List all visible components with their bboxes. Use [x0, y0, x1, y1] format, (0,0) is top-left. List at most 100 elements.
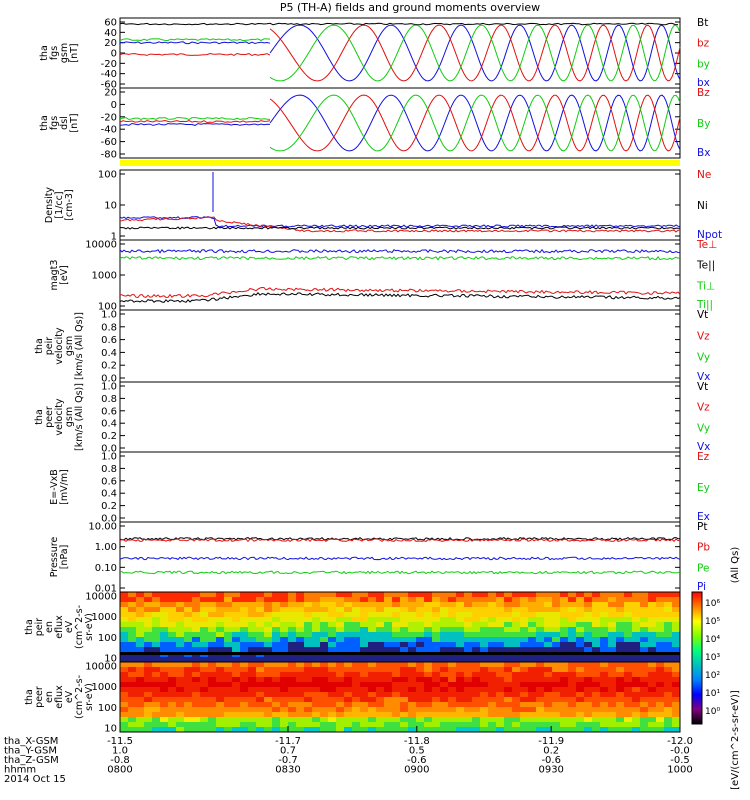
spectro-cell — [640, 607, 649, 613]
spectro-cell — [200, 667, 209, 673]
spectro-cell — [392, 712, 401, 718]
spectro-cell — [656, 692, 665, 698]
spectro-cell — [520, 702, 529, 708]
spectro-cell — [536, 682, 545, 688]
spectro-cell — [504, 662, 513, 668]
spectro-cell — [184, 712, 193, 718]
spectro-cell — [416, 722, 425, 728]
spectro-cell — [608, 727, 617, 733]
spectro-cell — [576, 592, 585, 598]
spectro-cell — [448, 612, 457, 618]
spectro-cell — [672, 612, 681, 618]
spectro-cell — [408, 607, 417, 613]
y-axis-label: peir — [34, 618, 45, 637]
spectro-cell — [384, 632, 393, 638]
spectro-cell — [640, 612, 649, 618]
spectro-cell — [480, 597, 489, 603]
spectro-cell — [544, 647, 553, 653]
spectro-cell — [264, 672, 273, 678]
spectro-cell — [520, 717, 529, 723]
spectro-cell — [280, 692, 289, 698]
spectro-cell — [456, 712, 465, 718]
spectro-cell — [408, 597, 417, 603]
spectro-cell — [272, 642, 281, 648]
legend-Npot: Npot — [697, 229, 722, 241]
spectro-cell — [384, 672, 393, 678]
spectro-cell — [488, 667, 497, 673]
spectro-cell — [408, 612, 417, 618]
spectro-cell — [312, 697, 321, 703]
spectro-cell — [280, 647, 289, 653]
spectro-cell — [616, 607, 625, 613]
spectro-cell — [200, 597, 209, 603]
spectro-cell — [216, 642, 225, 648]
spectro-cell — [624, 647, 633, 653]
spectro-cell — [352, 722, 361, 728]
spectro-cell — [584, 657, 593, 663]
spectro-cell — [520, 607, 529, 613]
spectro-cell — [616, 702, 625, 708]
spectro-cell — [176, 692, 185, 698]
spectro-cell — [560, 702, 569, 708]
spectro-cell — [416, 672, 425, 678]
spectro-cell — [624, 712, 633, 718]
spectro-cell — [304, 702, 313, 708]
spectro-cell — [416, 637, 425, 643]
spectro-cell — [576, 647, 585, 653]
spectro-cell — [248, 617, 257, 623]
spectro-cell — [232, 667, 241, 673]
spectro-cell — [272, 602, 281, 608]
spectro-cell — [352, 702, 361, 708]
x-tick-label: -12.0 — [667, 736, 693, 747]
spectro-cell — [280, 617, 289, 623]
spectro-cell — [528, 637, 537, 643]
spectro-cell — [528, 602, 537, 608]
spectro-cell — [232, 622, 241, 628]
spectro-cell — [456, 607, 465, 613]
spectro-cell — [488, 677, 497, 683]
spectro-cell — [200, 632, 209, 638]
spectro-cell — [224, 687, 233, 693]
spectro-cell — [392, 597, 401, 603]
spectro-cell — [160, 712, 169, 718]
spectro-cell — [368, 657, 377, 663]
spectro-cell — [664, 627, 673, 633]
spectro-cell — [400, 657, 409, 663]
spectro-cell — [432, 602, 441, 608]
spectro-cell — [464, 722, 473, 728]
spectro-cell — [488, 627, 497, 633]
spectro-cell — [136, 717, 145, 723]
spectro-cell — [600, 637, 609, 643]
spectro-cell — [136, 692, 145, 698]
spectro-cell — [400, 687, 409, 693]
spectro-cell — [448, 592, 457, 598]
spectro-cell — [504, 712, 513, 718]
spectro-cell — [200, 617, 209, 623]
spectro-cell — [520, 602, 529, 608]
spectro-cell — [232, 677, 241, 683]
spectro-cell — [320, 727, 329, 733]
spectro-cell — [328, 632, 337, 638]
spectro-cell — [464, 662, 473, 668]
colorbar-tick: 10⁶ — [705, 599, 720, 609]
spectro-cell — [456, 697, 465, 703]
spectro-cell — [336, 642, 345, 648]
spectro-cell — [232, 627, 241, 633]
spectro-cell — [272, 672, 281, 678]
spectro-cell — [672, 687, 681, 693]
spectro-cell — [256, 667, 265, 673]
spectro-cell — [272, 647, 281, 653]
spectro-cell — [264, 697, 273, 703]
spectro-cell — [504, 687, 513, 693]
spectro-cell — [544, 692, 553, 698]
spectro-cell — [208, 662, 217, 668]
spectro-cell — [536, 647, 545, 653]
spectro-cell — [480, 662, 489, 668]
spectro-cell — [128, 702, 137, 708]
spectro-cell — [424, 697, 433, 703]
spectro-cell — [376, 687, 385, 693]
spectro-cell — [136, 702, 145, 708]
y-axis-label: en — [44, 691, 55, 703]
spectro-cell — [376, 632, 385, 638]
y-axis-label: tha — [34, 338, 45, 354]
